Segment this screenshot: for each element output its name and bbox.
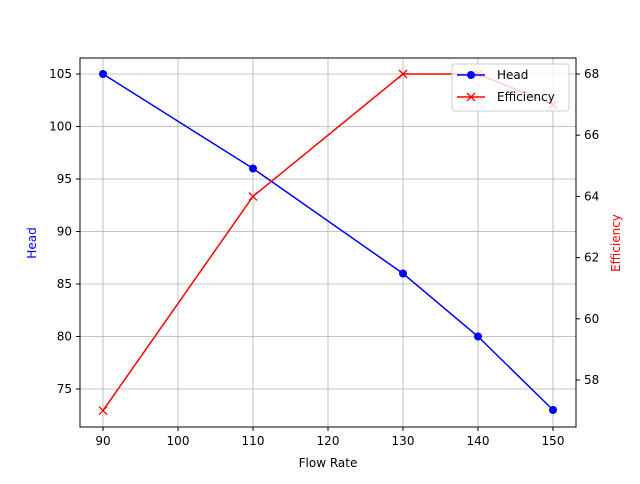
x-tick-label: 120 <box>317 434 340 448</box>
y2-tick-label: 68 <box>584 67 599 81</box>
y2-tick-label: 64 <box>584 189 599 203</box>
y-tick-label: 95 <box>57 172 72 186</box>
series-head <box>99 70 557 414</box>
y-tick-label: 85 <box>57 277 72 291</box>
y-tick-label: 105 <box>49 67 72 81</box>
legend-marker-icon <box>467 71 475 79</box>
y-tick-label: 75 <box>57 382 72 396</box>
y-axis-label: Head <box>25 227 39 258</box>
y2-axis-label: Efficiency <box>609 214 623 272</box>
legend-item-head: Head <box>457 68 528 82</box>
x-tick-label: 130 <box>392 434 415 448</box>
legend-label: Efficiency <box>497 90 555 104</box>
data-point <box>474 332 482 341</box>
data-point <box>399 269 407 278</box>
x-tick-label: 110 <box>242 434 265 448</box>
legend-marker-icon <box>466 92 476 102</box>
x-tick-label: 150 <box>542 434 565 448</box>
x-axis-ticks: 90 100 110 120 130 140 150 <box>95 427 564 448</box>
y2-axis-ticks: 58 60 62 64 66 68 <box>576 67 599 387</box>
data-point <box>398 69 408 79</box>
legend-label: Head <box>497 68 528 82</box>
y-tick-label: 100 <box>49 120 72 134</box>
y-axis-ticks: 75 80 85 90 95 100 105 <box>49 67 80 396</box>
x-tick-label: 140 <box>467 434 490 448</box>
y2-tick-label: 60 <box>584 312 599 326</box>
legend-item-efficiency: Efficiency <box>457 90 555 104</box>
data-point <box>98 406 108 416</box>
x-axis-label: Flow Rate <box>299 456 358 470</box>
y-tick-label: 90 <box>57 225 72 239</box>
data-point <box>249 164 257 173</box>
y-tick-label: 80 <box>57 330 72 344</box>
x-tick-label: 100 <box>167 434 190 448</box>
y2-tick-label: 58 <box>584 373 599 387</box>
x-tick-label: 90 <box>95 434 110 448</box>
grid-lines <box>80 58 576 427</box>
data-point <box>99 70 107 78</box>
y2-tick-label: 62 <box>584 251 599 265</box>
data-point <box>549 406 557 414</box>
data-point <box>248 191 258 201</box>
y2-tick-label: 66 <box>584 128 599 142</box>
legend: Head Efficiency <box>451 63 570 112</box>
